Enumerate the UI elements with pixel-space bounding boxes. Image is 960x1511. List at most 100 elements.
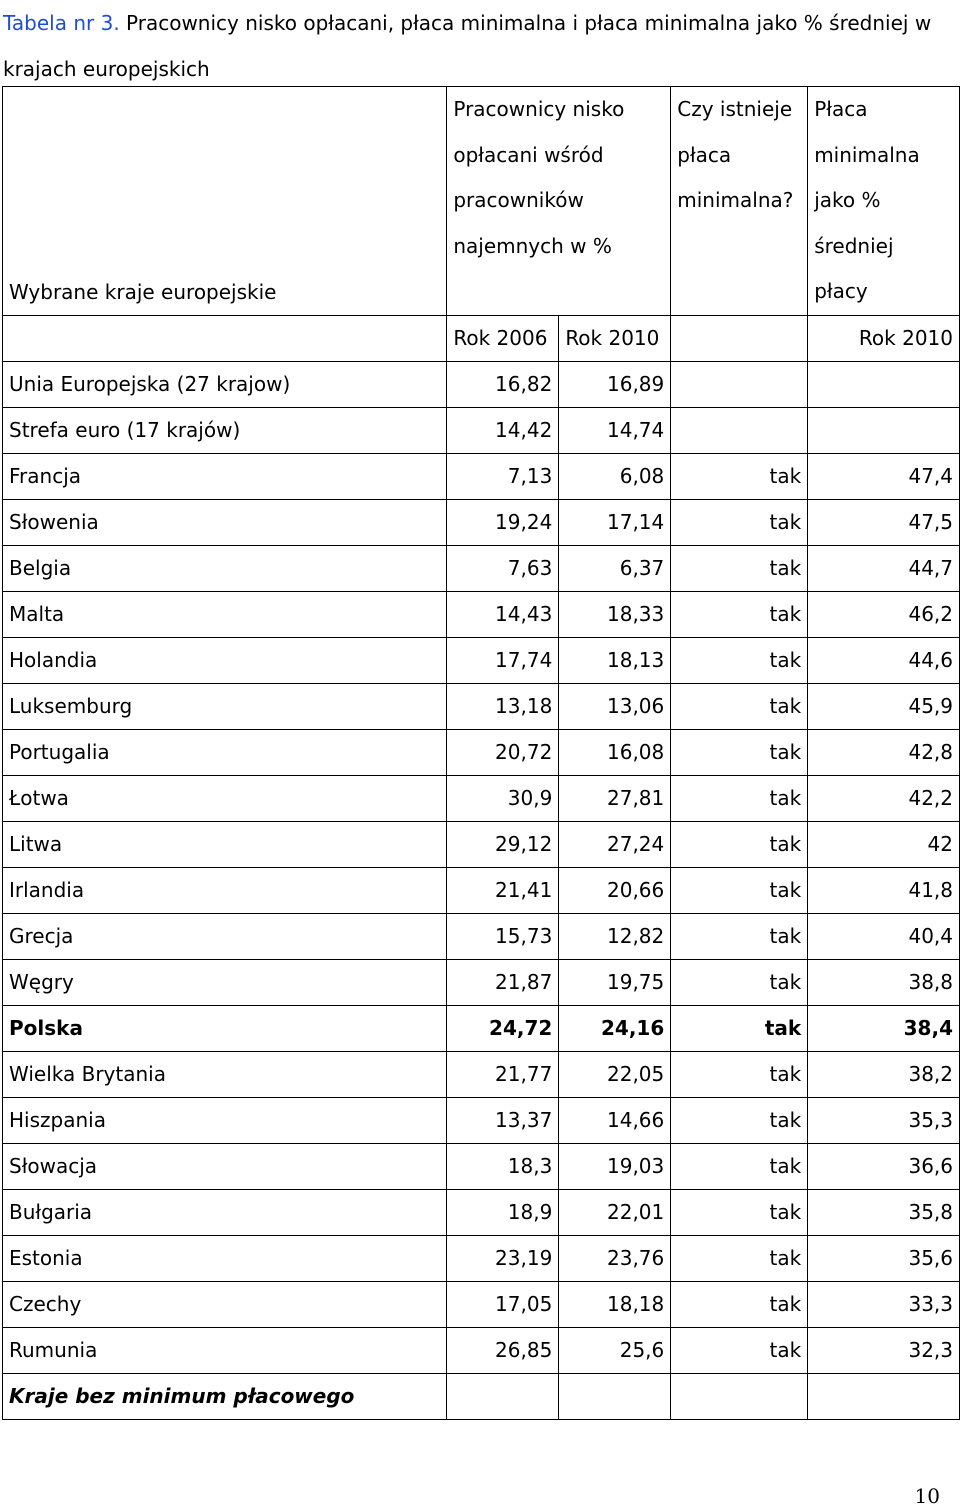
min-wage-exists-cell: tak (670, 959, 809, 1006)
table-row: Węgry 21,87 19,75 tak 38,8 (1, 959, 960, 1006)
header-min-wage-pct: Płaca minimalna jako % średniej płacy (807, 86, 960, 316)
country-cell: Irlandia (1, 867, 448, 914)
footer-label: Kraje bez minimum płacowego (1, 1373, 448, 1420)
country-cell: Czechy (1, 1281, 448, 1328)
page-number: 10 (914, 1484, 940, 1508)
min-wage-pct-cell: 38,8 (807, 959, 960, 1006)
year-2010-header: Rok 2010 (558, 315, 672, 362)
country-cell: Litwa (1, 821, 448, 868)
value-2010-cell: 18,18 (558, 1281, 672, 1328)
value-2010-cell: 22,05 (558, 1051, 672, 1098)
country-cell: Rumunia (1, 1327, 448, 1374)
value-2006-cell: 21,87 (446, 959, 560, 1006)
value-2006-cell: 30,9 (446, 775, 560, 822)
value-2010-cell: 24,16 (558, 1005, 672, 1052)
value-2006-cell: 24,72 (446, 1005, 560, 1052)
value-2006-cell: 18,9 (446, 1189, 560, 1236)
value-2006-cell: 21,41 (446, 867, 560, 914)
min-wage-pct-cell: 35,3 (807, 1097, 960, 1144)
footer-empty-cell (670, 1373, 809, 1420)
table-row: Słowenia 19,24 17,14 tak 47,5 (1, 499, 960, 546)
value-2006-cell: 13,18 (446, 683, 560, 730)
country-cell: Unia Europejska (27 krajow) (1, 361, 448, 408)
caption-prefix: Tabela nr 3. (3, 11, 120, 35)
table-row: Strefa euro (17 krajów) 14,42 14,74 (1, 407, 960, 454)
table-row: Grecja 15,73 12,82 tak 40,4 (1, 913, 960, 960)
min-wage-exists-cell: tak (670, 1235, 809, 1282)
country-cell: Luksemburg (1, 683, 448, 730)
table-row: Słowacja 18,3 19,03 tak 36,6 (1, 1143, 960, 1190)
min-wage-exists-cell: tak (670, 1051, 809, 1098)
min-wage-exists-cell: tak (670, 867, 809, 914)
value-2006-cell: 7,13 (446, 453, 560, 500)
value-2010-cell: 6,37 (558, 545, 672, 592)
footer-empty-cell (558, 1373, 672, 1420)
min-wage-exists-cell (670, 361, 809, 408)
min-wage-pct-cell: 45,9 (807, 683, 960, 730)
value-2006-cell: 15,73 (446, 913, 560, 960)
table-row: Portugalia 20,72 16,08 tak 42,8 (1, 729, 960, 776)
data-table: Wybrane kraje europejskie Pracownicy nis… (1, 86, 960, 1420)
min-wage-exists-cell: tak (670, 1143, 809, 1190)
value-2010-cell: 17,14 (558, 499, 672, 546)
table-row: Irlandia 21,41 20,66 tak 41,8 (1, 867, 960, 914)
value-2010-cell: 27,81 (558, 775, 672, 822)
year-2006-header: Rok 2006 (446, 315, 560, 362)
country-cell: Słowenia (1, 499, 448, 546)
value-2006-cell: 20,72 (446, 729, 560, 776)
header-country: Wybrane kraje europejskie (1, 86, 448, 316)
min-wage-pct-cell: 42,8 (807, 729, 960, 776)
country-cell: Wielka Brytania (1, 1051, 448, 1098)
value-2010-cell: 20,66 (558, 867, 672, 914)
table-row: Belgia 7,63 6,37 tak 44,7 (1, 545, 960, 592)
value-2010-cell: 6,08 (558, 453, 672, 500)
footer-row: Kraje bez minimum płacowego (1, 1373, 960, 1420)
country-cell: Francja (1, 453, 448, 500)
min-wage-pct-cell: 38,2 (807, 1051, 960, 1098)
value-2010-cell: 16,08 (558, 729, 672, 776)
table-row: Rumunia 26,85 25,6 tak 32,3 (1, 1327, 960, 1374)
value-2006-cell: 18,3 (446, 1143, 560, 1190)
value-2010-cell: 13,06 (558, 683, 672, 730)
value-2006-cell: 17,74 (446, 637, 560, 684)
min-wage-exists-cell: tak (670, 453, 809, 500)
caption-text: Pracownicy nisko opłacani, płaca minimal… (3, 11, 932, 81)
min-wage-pct-cell: 41,8 (807, 867, 960, 914)
country-cell: Bułgaria (1, 1189, 448, 1236)
min-wage-exists-cell: tak (670, 637, 809, 684)
table-row: Luksemburg 13,18 13,06 tak 45,9 (1, 683, 960, 730)
value-2006-cell: 14,42 (446, 407, 560, 454)
country-cell: Grecja (1, 913, 448, 960)
value-2010-cell: 14,74 (558, 407, 672, 454)
country-cell: Łotwa (1, 775, 448, 822)
value-2010-cell: 25,6 (558, 1327, 672, 1374)
value-2010-cell: 19,03 (558, 1143, 672, 1190)
value-2006-cell: 23,19 (446, 1235, 560, 1282)
min-wage-exists-cell: tak (670, 1005, 809, 1052)
min-wage-pct-cell: 35,6 (807, 1235, 960, 1282)
min-wage-exists-cell: tak (670, 821, 809, 868)
year-header-row: Rok 2006 Rok 2010 Rok 2010 (1, 315, 960, 362)
value-2006-cell: 26,85 (446, 1327, 560, 1374)
header-row: Wybrane kraje europejskie Pracownicy nis… (1, 86, 960, 316)
value-2010-cell: 18,33 (558, 591, 672, 638)
value-2006-cell: 13,37 (446, 1097, 560, 1144)
table-row: Polska 24,72 24,16 tak 38,4 (1, 1005, 960, 1052)
value-2010-cell: 14,66 (558, 1097, 672, 1144)
min-wage-pct-cell: 44,6 (807, 637, 960, 684)
value-2010-cell: 23,76 (558, 1235, 672, 1282)
min-wage-exists-cell (670, 407, 809, 454)
table-row: Łotwa 30,9 27,81 tak 42,2 (1, 775, 960, 822)
country-cell: Hiszpania (1, 1097, 448, 1144)
table-row: Unia Europejska (27 krajow) 16,82 16,89 (1, 361, 960, 408)
min-wage-pct-cell: 33,3 (807, 1281, 960, 1328)
year-header-blank (1, 315, 448, 362)
table-row: Czechy 17,05 18,18 tak 33,3 (1, 1281, 960, 1328)
min-wage-pct-cell: 47,5 (807, 499, 960, 546)
min-wage-exists-cell: tak (670, 545, 809, 592)
value-2006-cell: 7,63 (446, 545, 560, 592)
table-row: Hiszpania 13,37 14,66 tak 35,3 (1, 1097, 960, 1144)
country-cell: Portugalia (1, 729, 448, 776)
min-wage-exists-cell: tak (670, 729, 809, 776)
table-caption: Tabela nr 3. Pracownicy nisko opłacani, … (3, 0, 953, 92)
